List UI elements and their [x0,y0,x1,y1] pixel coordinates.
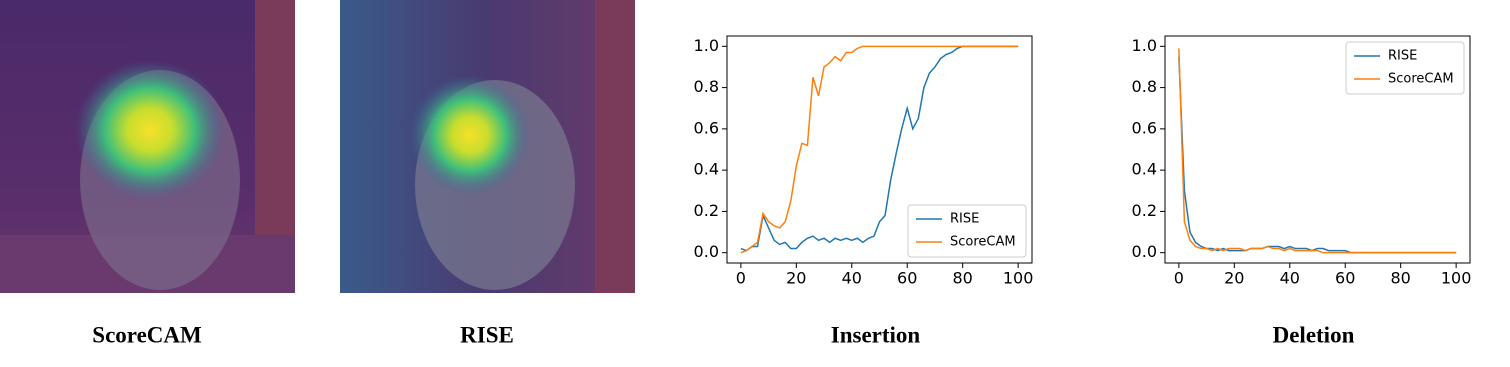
scorecam-image [0,0,295,293]
x-tick-label: 80 [1391,269,1411,288]
series-line [1178,48,1457,254]
y-tick-label: 1.0 [1132,36,1157,55]
x-tick-label: 100 [1003,269,1034,288]
x-tick-label: 40 [1280,269,1300,288]
chart-caption: Insertion [831,322,921,347]
y-tick-label: 0.6 [1132,118,1157,137]
y-tick-label: 0.4 [1132,160,1157,179]
y-tick-label: 0.8 [694,77,719,96]
y-tick-label: 0.0 [694,242,719,261]
legend-label: ScoreCAM [950,235,1016,250]
y-tick-label: 0.8 [1132,77,1157,96]
plot-frame [1164,35,1471,264]
plot-frame [726,35,1033,264]
y-tick-label: 0.0 [1132,242,1157,261]
x-tick-label: 40 [842,269,862,288]
chart-caption: Deletion [1273,322,1355,347]
legend-box [1345,41,1465,95]
x-tick-label: 0 [1174,269,1184,288]
caption: RISE [460,322,514,347]
legend-label: ScoreCAM [1388,72,1454,87]
y-tick-label: 0.6 [694,118,719,137]
caption: ScoreCAM [92,322,202,347]
rise-image [340,0,635,293]
x-tick-label: 20 [786,269,806,288]
legend-label: RISE [950,212,979,227]
legend-label: RISE [1388,49,1417,64]
x-tick-label: 80 [953,269,973,288]
x-tick-label: 60 [897,269,917,288]
y-tick-label: 0.2 [694,201,719,220]
y-tick-label: 0.2 [1132,201,1157,220]
y-tick-label: 1.0 [694,36,719,55]
x-tick-label: 20 [1224,269,1244,288]
x-tick-label: 100 [1441,269,1472,288]
x-tick-label: 0 [736,269,746,288]
legend-box [907,204,1027,258]
y-tick-label: 0.4 [694,160,719,179]
series-line [740,45,1019,254]
x-tick-label: 60 [1335,269,1355,288]
